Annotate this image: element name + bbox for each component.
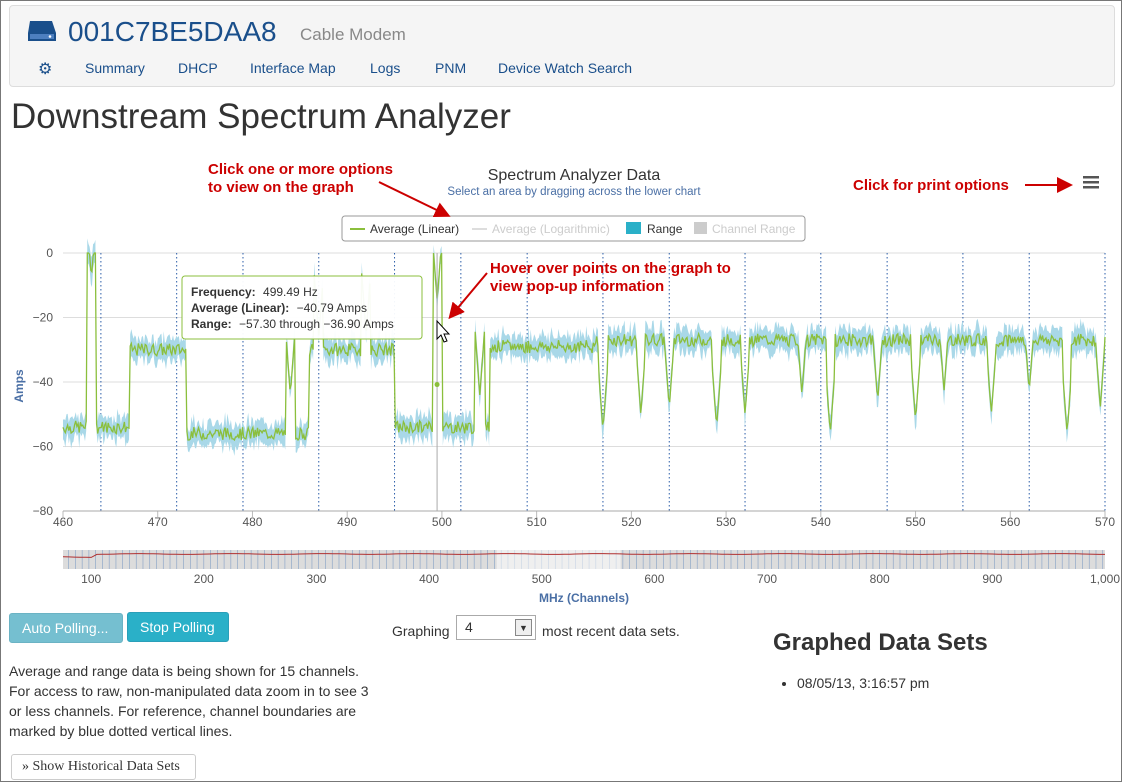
navigator-selection[interactable] [496, 550, 621, 569]
navigator-tick-label: 900 [982, 572, 1002, 586]
legend-label: Channel Range [712, 222, 796, 236]
tooltip-freq-value: 499.49 Hz [263, 285, 318, 299]
device-id: 001C7BE5DAA8 [68, 16, 277, 47]
tooltip-range-label: Range: [191, 317, 232, 331]
x-tick-label: 570 [1095, 515, 1115, 529]
svg-text:Click one or more options: Click one or more options to view on the… [208, 161, 397, 196]
legend-average-linear[interactable]: Average (Linear) [350, 222, 459, 236]
tooltip-avg-value: −40.79 Amps [297, 301, 367, 315]
annotation-print: Click for print options [853, 177, 1073, 194]
navigator[interactable]: 100 200 300 400 500 600 700 800 900 1,000 [62, 550, 1120, 586]
x-axis-ticks: 460 470 480 490 500 510 520 530 540 550 560 570 [53, 515, 1115, 529]
y-axis-label: Amps [12, 369, 26, 403]
double-chevron-down-icon: » [22, 759, 29, 774]
navigator-tick-label: 400 [419, 572, 439, 586]
mouse-cursor-icon [436, 319, 451, 343]
tooltip-avg-label: Average (Linear): [191, 301, 289, 315]
legend-label: Range [647, 222, 683, 236]
graphing-label: Graphing [392, 623, 450, 639]
legend-label: Average (Linear) [370, 222, 459, 236]
navigator-tick-label: 300 [306, 572, 326, 586]
x-tick-label: 460 [53, 515, 73, 529]
chart-title: Spectrum Analyzer Data [488, 167, 661, 184]
legend-range[interactable]: Range [626, 222, 683, 236]
annot-line: Hover over points on the graph to [490, 260, 731, 277]
y-tick-label: −20 [33, 311, 54, 325]
device-type: Cable Modem [300, 25, 406, 44]
data-sets-select[interactable]: 4 ▼ [456, 615, 536, 640]
navigator-tick-label: 600 [644, 572, 664, 586]
y-tick-label: 0 [46, 246, 53, 260]
print-menu-icon[interactable] [1083, 176, 1099, 189]
navigator-tick-label: 100 [81, 572, 101, 586]
svg-text:Hover over points on the graph: Hover over points on the graph to view p… [490, 260, 735, 295]
tooltip-freq-label: Frequency: [191, 285, 256, 299]
navigator-tick-label: 800 [870, 572, 890, 586]
nav-summary[interactable]: Summary [85, 60, 145, 76]
annotation-hover: Hover over points on the graph to view p… [448, 260, 735, 320]
svg-text:Average (Linear): −40.: Average (Linear): −40.79 Amps [191, 301, 367, 315]
navigator-tick-label: 500 [532, 572, 552, 586]
annot-line: view pop-up information [490, 278, 664, 295]
tooltip-range-value: −57.30 through −36.90 Amps [239, 317, 394, 331]
x-tick-label: 520 [621, 515, 641, 529]
x-tick-label: 530 [716, 515, 736, 529]
chart-subtitle: Select an area by dragging across the lo… [447, 186, 701, 198]
graphed-data-sets-list: 08/05/13, 3:16:57 pm [783, 675, 929, 691]
hover-point[interactable] [434, 382, 440, 388]
x-tick-label: 500 [432, 515, 452, 529]
svg-text:Frequency: 499.49 Hz: Frequency: 499.49 Hz [191, 285, 318, 299]
legend-average-log[interactable]: Average (Logarithmic) [472, 222, 610, 236]
chevron-down-icon[interactable]: ▼ [515, 619, 532, 636]
device-icon [28, 21, 56, 41]
navigator-tick-label: 1,000 [1090, 572, 1120, 586]
device-header: 001C7BE5DAA8 Cable Modem ⚙ Summary DHCP … [9, 5, 1115, 87]
spectrum-chart[interactable]: Spectrum Analyzer Data Select an area by… [1, 151, 1121, 611]
y-tick-label: −60 [33, 440, 54, 454]
x-tick-label: 550 [906, 515, 926, 529]
stop-polling-button[interactable]: Stop Polling [127, 612, 229, 642]
tooltip: Frequency: 499.49 Hz Average (Linear): −… [181, 275, 423, 340]
legend-label: Average (Logarithmic) [492, 222, 610, 236]
y-tick-label: −40 [33, 375, 54, 389]
y-axis-ticks: 0 −20 −40 −60 −80 [33, 246, 54, 518]
info-text: Average and range data is being shown fo… [9, 663, 369, 739]
nav-device-watch-search[interactable]: Device Watch Search [498, 60, 633, 76]
auto-polling-button[interactable]: Auto Polling... [9, 613, 123, 643]
x-tick-label: 510 [527, 515, 547, 529]
recent-label: most recent data sets. [542, 623, 680, 639]
graphed-data-sets-title: Graphed Data Sets [773, 629, 988, 656]
chart-legend: Average (Linear) Average (Logarithmic) R… [341, 215, 806, 242]
page-title: Downstream Spectrum Analyzer [11, 97, 511, 136]
navigator-tick-label: 700 [757, 572, 777, 586]
navigator-tick-label: 200 [194, 572, 214, 586]
annot-line: to view on the graph [208, 179, 354, 196]
annot-line: Click one or more options [208, 161, 393, 178]
x-tick-label: 490 [337, 515, 357, 529]
legend-channel-range[interactable]: Channel Range [694, 222, 796, 236]
x-tick-label: 480 [242, 515, 262, 529]
annot-print-text: Click for print options [853, 177, 1009, 194]
x-tick-label: 560 [1000, 515, 1020, 529]
nav-pnm[interactable]: PNM [435, 60, 467, 76]
gear-icon[interactable]: ⚙ [38, 61, 53, 78]
show-historical-button[interactable]: » Show Historical Data Sets [11, 754, 196, 780]
navigator-x-ticks: 100 200 300 400 500 600 700 800 900 1,000 [81, 572, 1120, 586]
data-sets-select-value: 4 [465, 619, 473, 635]
annotation-options: Click one or more options to view on the… [208, 161, 451, 217]
navigator-series-line [62, 553, 1105, 558]
show-historical-label: Show Historical Data Sets [32, 759, 180, 774]
x-tick-label: 470 [148, 515, 168, 529]
nav-interface-map[interactable]: Interface Map [250, 60, 336, 76]
x-tick-label: 540 [811, 515, 831, 529]
y-tick-label: −80 [33, 504, 54, 518]
list-item: 08/05/13, 3:16:57 pm [797, 675, 929, 691]
x-axis-label: MHz (Channels) [539, 591, 629, 605]
svg-text:Range: −57.30 through: Range: −57.30 through −36.90 Amps [191, 317, 394, 331]
average-linear-line[interactable] [62, 252, 1106, 442]
nav-dhcp[interactable]: DHCP [178, 60, 218, 76]
nav-logs[interactable]: Logs [370, 60, 401, 76]
